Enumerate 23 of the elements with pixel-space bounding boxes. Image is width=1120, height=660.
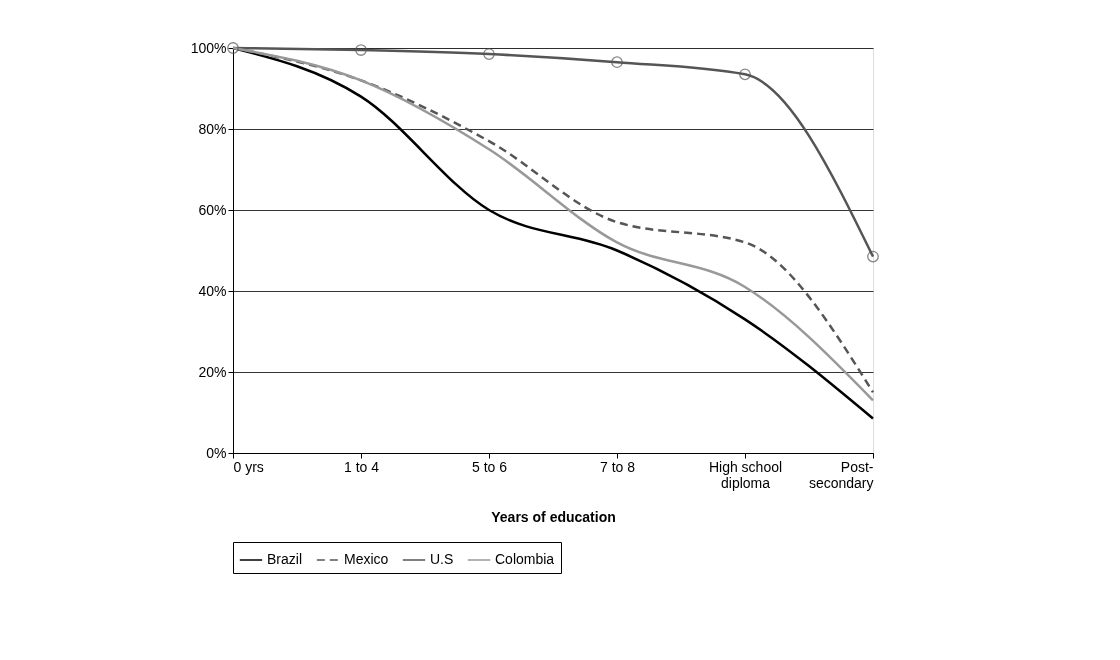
- y-tick-label: 40%: [198, 282, 227, 299]
- y-tick-label: 80%: [198, 120, 227, 137]
- y-tick-label: 0%: [206, 444, 227, 461]
- point: [355, 44, 367, 56]
- point: [227, 42, 239, 54]
- y-tick-label: 60%: [198, 201, 227, 218]
- point: [867, 250, 879, 263]
- point: [739, 68, 751, 81]
- x-tick-label: 7 to 8: [599, 458, 636, 475]
- y-tick-label: 20%: [198, 363, 227, 380]
- x-axis-title: Years of education: [491, 508, 616, 525]
- point: [483, 48, 495, 60]
- x-tick-label: 5 to 6: [471, 458, 508, 475]
- legend-label: Brazil: [267, 551, 303, 567]
- legend-label: Mexico: [344, 551, 389, 567]
- x-tick-label: High school diploma: [708, 458, 783, 491]
- x-tick-label: 1 to 4: [343, 458, 380, 475]
- legend-label: U.S: [430, 551, 454, 567]
- point: [611, 56, 623, 69]
- y-tick-label: 100%: [190, 39, 227, 56]
- x-tick-label: Post-secondary: [808, 458, 874, 491]
- x-tick-label: 0 yrs: [233, 458, 264, 475]
- legend-label: Colombia: [495, 551, 555, 567]
